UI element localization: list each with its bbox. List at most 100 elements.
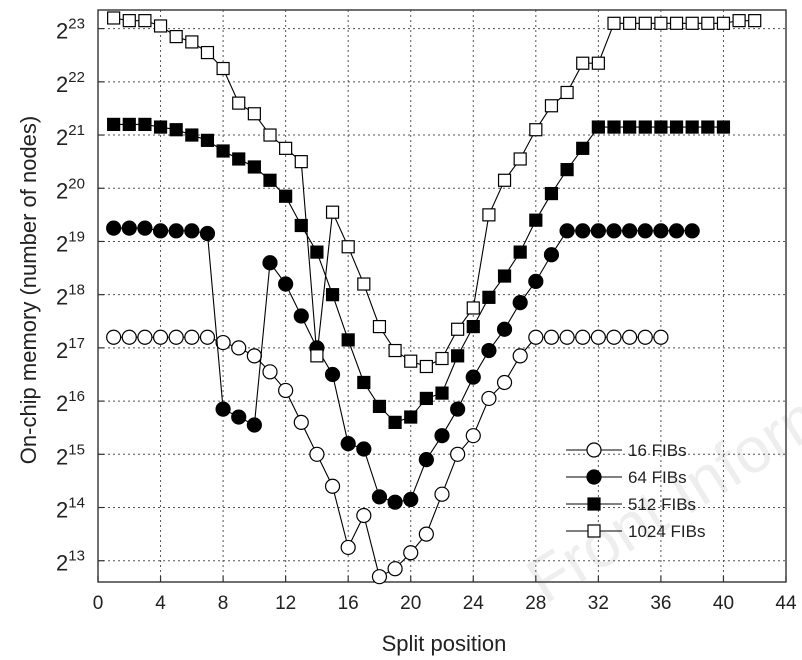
- y-tick-label: 215: [56, 441, 85, 469]
- data-point-64-fibs: [543, 247, 560, 263]
- data-point-512-fibs: [153, 120, 168, 134]
- data-point-16-fibs: [512, 348, 528, 364]
- data-point-512-fibs: [404, 410, 418, 424]
- x-tick-label: 24: [463, 593, 485, 614]
- data-point-1024-fibs: [513, 152, 527, 166]
- y-tick-label: 222: [56, 69, 85, 97]
- data-point-64-fibs: [231, 409, 247, 425]
- data-point-512-fibs: [669, 120, 684, 134]
- data-point-64-fibs: [512, 295, 528, 311]
- y-tick-label: 218: [56, 282, 85, 310]
- series-64-fibs: [106, 220, 700, 510]
- y-axis-title: On-chip memory (number of nodes): [16, 116, 41, 464]
- data-point-512-fibs: [497, 269, 512, 283]
- data-point-16-fibs: [653, 329, 669, 345]
- data-point-512-fibs: [513, 245, 527, 259]
- data-point-64-fibs: [559, 223, 575, 239]
- data-point-16-fibs: [528, 329, 544, 345]
- data-point-1024-fibs: [560, 85, 574, 100]
- data-point-512-fibs: [372, 399, 387, 414]
- data-point-16-fibs: [152, 329, 169, 345]
- data-point-1024-fibs: [529, 123, 543, 137]
- data-point-1024-fibs: [325, 205, 340, 219]
- data-point-16-fibs: [184, 329, 200, 345]
- data-point-64-fibs: [653, 223, 669, 239]
- data-point-1024-fibs: [607, 16, 621, 30]
- data-point-512-fibs: [716, 120, 731, 134]
- legend-label-64-fibs: 64 FIBs: [628, 468, 687, 487]
- x-tick-label: 44: [775, 593, 797, 614]
- y-tick-label: 214: [56, 495, 85, 523]
- data-point-1024-fibs: [732, 14, 746, 28]
- data-point-512-fibs: [544, 186, 559, 201]
- data-point-512-fibs: [623, 120, 637, 134]
- data-point-512-fibs: [138, 117, 152, 132]
- data-point-16-fibs: [418, 526, 434, 542]
- data-point-1024-fibs: [482, 208, 496, 222]
- data-point-512-fibs: [466, 319, 480, 334]
- data-point-512-fibs: [388, 415, 402, 429]
- data-point-64-fibs: [184, 223, 200, 239]
- data-point-64-fibs: [528, 273, 544, 289]
- data-point-16-fibs: [293, 414, 309, 430]
- data-point-512-fibs: [122, 117, 136, 132]
- data-point-64-fibs: [387, 494, 403, 510]
- x-tick-label: 32: [588, 593, 609, 614]
- data-point-512-fibs: [107, 117, 121, 132]
- data-point-1024-fibs: [247, 107, 261, 121]
- data-point-64-fibs: [152, 223, 169, 239]
- series-line-1024-fibs: [113, 17, 755, 368]
- data-point-1024-fibs: [263, 128, 277, 142]
- data-point-64-fibs: [106, 220, 122, 236]
- data-point-16-fibs: [278, 382, 294, 399]
- data-point-16-fibs: [356, 507, 372, 524]
- data-point-512-fibs: [294, 218, 308, 233]
- data-point-64-fibs: [590, 223, 606, 239]
- data-point-512-fibs: [325, 288, 340, 302]
- data-point-512-fibs: [216, 144, 230, 158]
- legend-marker-1024-fibs: [587, 524, 601, 538]
- data-point-64-fibs: [496, 321, 513, 337]
- data-point-16-fibs: [481, 390, 497, 407]
- data-point-64-fibs: [434, 428, 450, 444]
- y-tick-label: 219: [56, 228, 85, 256]
- x-tick-label: 16: [338, 593, 359, 614]
- legend-label-1024-fibs: 1024 FIBs: [628, 522, 706, 541]
- data-point-1024-fibs: [294, 155, 308, 169]
- data-point-1024-fibs: [388, 343, 402, 358]
- data-point-1024-fibs: [341, 240, 355, 254]
- data-point-64-fibs: [418, 452, 434, 468]
- x-tick-label: 4: [155, 593, 166, 614]
- data-point-512-fibs: [591, 120, 605, 134]
- series-line-64-fibs: [113, 227, 693, 503]
- data-point-16-fibs: [246, 348, 262, 364]
- legend-marker-16-fibs: [586, 442, 602, 458]
- data-point-512-fibs: [200, 133, 215, 147]
- data-point-512-fibs: [357, 375, 371, 390]
- y-tick-label: 223: [56, 16, 85, 44]
- data-point-512-fibs: [482, 290, 496, 304]
- legend-label-16-fibs: 16 FIBs: [628, 441, 687, 460]
- data-point-1024-fibs: [435, 351, 449, 366]
- data-point-64-fibs: [668, 223, 685, 239]
- data-point-1024-fibs: [576, 56, 590, 70]
- data-point-512-fibs: [701, 120, 715, 134]
- data-point-512-fibs: [435, 386, 449, 400]
- data-point-512-fibs: [576, 141, 590, 155]
- data-point-512-fibs: [310, 245, 324, 259]
- data-point-16-fibs: [309, 446, 325, 462]
- data-point-64-fibs: [575, 223, 591, 239]
- data-point-64-fibs: [465, 369, 481, 385]
- data-point-512-fibs: [685, 120, 699, 134]
- data-point-64-fibs: [199, 225, 216, 242]
- data-point-1024-fibs: [185, 35, 199, 49]
- y-tick-label: 217: [56, 335, 85, 363]
- data-point-1024-fibs: [169, 30, 183, 44]
- data-point-16-fibs: [590, 329, 606, 345]
- x-tick-label: 28: [525, 593, 546, 614]
- series-line-512-fibs: [113, 123, 724, 424]
- data-point-512-fibs: [638, 120, 652, 134]
- data-point-1024-fibs: [138, 14, 152, 28]
- data-point-64-fibs: [622, 223, 638, 239]
